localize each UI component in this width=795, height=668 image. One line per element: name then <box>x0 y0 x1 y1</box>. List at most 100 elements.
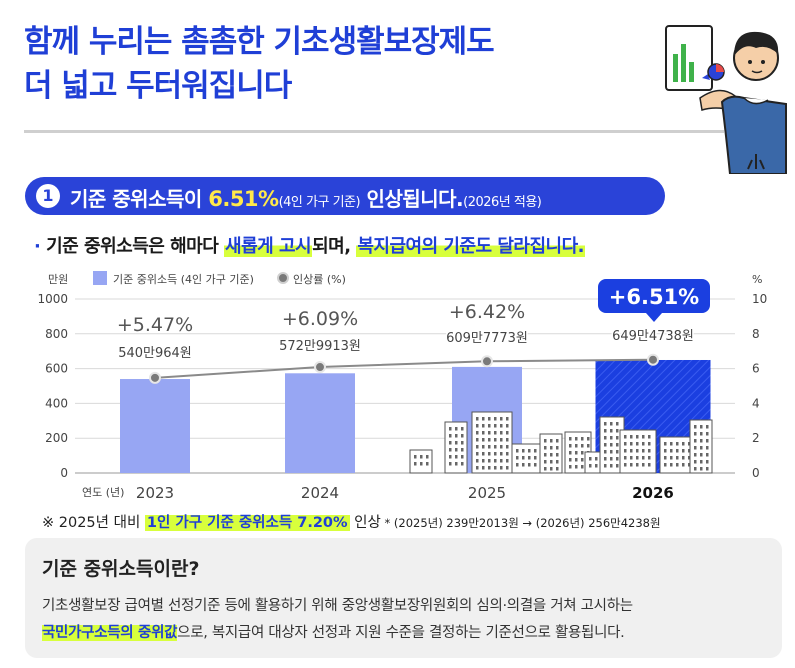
footnote: ※ 2025년 대비 1인 가구 기준 중위소득 7.20% 인상 * (202… <box>42 511 661 532</box>
building-window <box>544 446 547 450</box>
building-window <box>630 442 633 446</box>
building-window <box>630 463 633 467</box>
legend-line-label: 인상률 (%) <box>293 273 346 286</box>
building-window <box>630 435 633 439</box>
x-tick-2023: 2023 <box>136 484 174 502</box>
section-text-post: 인상됩니다. <box>360 187 464 211</box>
building-window <box>534 449 537 453</box>
building-window <box>700 446 703 450</box>
building-window <box>544 460 547 464</box>
building-window <box>461 462 464 466</box>
title-divider <box>24 130 724 133</box>
right-axis-unit: % <box>752 273 762 286</box>
rate-point-2024 <box>314 361 326 374</box>
building-window <box>706 460 709 464</box>
x-tick-2025: 2025 <box>468 484 506 502</box>
building-window <box>516 463 519 467</box>
building-window <box>682 456 685 460</box>
building-window <box>550 460 553 464</box>
building-window <box>455 434 458 438</box>
building-window <box>682 449 685 453</box>
building-window <box>664 463 667 467</box>
building-window <box>506 431 509 435</box>
building-window <box>664 449 667 453</box>
building-window <box>624 463 627 467</box>
building-window <box>648 435 651 439</box>
building-window <box>500 424 503 428</box>
building-window <box>506 424 509 428</box>
building-window <box>670 442 673 446</box>
building-window <box>595 464 598 468</box>
definition-line-2: 국민가구소득의 중위값으로, 복지급여 대상자 선정과 지원 수준을 결정하는 … <box>42 620 633 647</box>
building-window <box>455 441 458 445</box>
title-line-2: 더 넓고 두터워집니다 <box>24 68 292 104</box>
building-window <box>581 437 584 441</box>
building-window <box>642 456 645 460</box>
building-window <box>610 450 613 454</box>
building-window <box>694 460 697 464</box>
building-window <box>587 437 590 441</box>
building-window <box>461 427 464 431</box>
building-window <box>604 422 607 426</box>
building-window <box>522 463 525 467</box>
building-window <box>488 452 491 456</box>
building-window <box>506 438 509 442</box>
building-window <box>556 453 559 457</box>
amount-label-2026: 649만4738원 <box>612 329 694 344</box>
building-window <box>494 445 497 449</box>
y-tick-right: 0 <box>752 466 760 480</box>
building-window <box>556 439 559 443</box>
building-window <box>604 464 607 468</box>
building-window <box>476 445 479 449</box>
building-window <box>414 455 417 459</box>
building-window <box>488 459 491 463</box>
building-window <box>528 449 531 453</box>
building-window <box>488 466 491 470</box>
building-window <box>581 451 584 455</box>
amount-label-2024: 572만9913원 <box>279 339 361 354</box>
badge-pointer <box>646 313 662 322</box>
building-window <box>630 456 633 460</box>
building-window <box>544 467 547 471</box>
building-window <box>700 460 703 464</box>
building-window <box>694 446 697 450</box>
y-tick-right: 4 <box>752 396 760 410</box>
definition-highlight: 국민가구소득의 중위값 <box>42 625 178 641</box>
building-window <box>550 467 553 471</box>
rate-point-2026 <box>647 353 659 366</box>
building-window <box>500 445 503 449</box>
rate-label-2026: +6.51% <box>609 285 699 309</box>
building-window <box>642 442 645 446</box>
building-window <box>700 425 703 429</box>
bar-2024 <box>285 373 355 473</box>
building-window <box>550 453 553 457</box>
building-window <box>516 449 519 453</box>
building-window <box>706 446 709 450</box>
building-window <box>556 460 559 464</box>
building <box>409 449 433 474</box>
y-tick-right: 2 <box>752 431 760 445</box>
building-window <box>476 452 479 456</box>
rate-label-2023: +5.47% <box>117 314 193 336</box>
building-window <box>676 442 679 446</box>
building-window <box>610 457 613 461</box>
building-window <box>624 435 627 439</box>
building-window <box>706 439 709 443</box>
building-window <box>604 443 607 447</box>
building-window <box>624 456 627 460</box>
building-window <box>630 449 633 453</box>
building-window <box>581 458 584 462</box>
building-window <box>575 451 578 455</box>
building-window <box>550 446 553 450</box>
building-window <box>682 442 685 446</box>
highlight-badge <box>598 279 710 313</box>
subtitle-part1: 기준 중위소득은 해마다 <box>46 236 225 257</box>
rate-line <box>154 358 654 379</box>
building-window <box>426 455 429 459</box>
building-window <box>476 438 479 442</box>
y-tick-left: 600 <box>45 362 68 376</box>
subtitle-highlight-1: 새롭게 고시 <box>224 236 313 257</box>
building-window <box>706 467 709 471</box>
x-tick-2026: 2026 <box>632 484 674 502</box>
y-tick-left: 200 <box>45 431 68 445</box>
